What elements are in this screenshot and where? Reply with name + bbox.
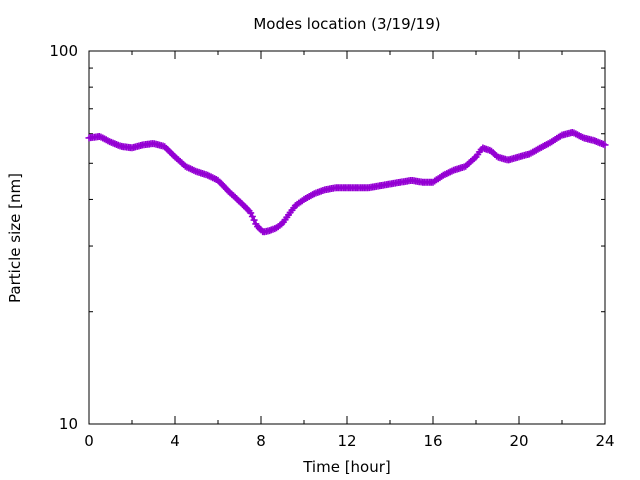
y-axis-label: Particle size [nm]: [6, 173, 24, 303]
x-tick-label: 12: [337, 432, 356, 450]
x-tick-label: 16: [423, 432, 442, 450]
y-tick-label: 10: [59, 415, 78, 433]
x-axis-label: Time [hour]: [302, 458, 391, 476]
axis-ticks: [88, 50, 606, 425]
plot-frame: [88, 50, 606, 425]
data-point: [248, 213, 256, 220]
x-tick-label: 8: [256, 432, 266, 450]
data-point: [601, 141, 609, 149]
data-series: [85, 129, 609, 236]
tick-labels: 0 4 8 12 16 20 24 10 100: [49, 42, 614, 450]
data-point: [250, 216, 258, 224]
x-tick-label: 0: [84, 432, 94, 450]
y-tick-label: 100: [49, 42, 78, 60]
chart-title: Modes location (3/19/19): [253, 15, 440, 33]
x-tick-label: 20: [509, 432, 528, 450]
data-point: [247, 209, 255, 217]
x-tick-label: 4: [170, 432, 180, 450]
x-tick-label: 24: [595, 432, 614, 450]
